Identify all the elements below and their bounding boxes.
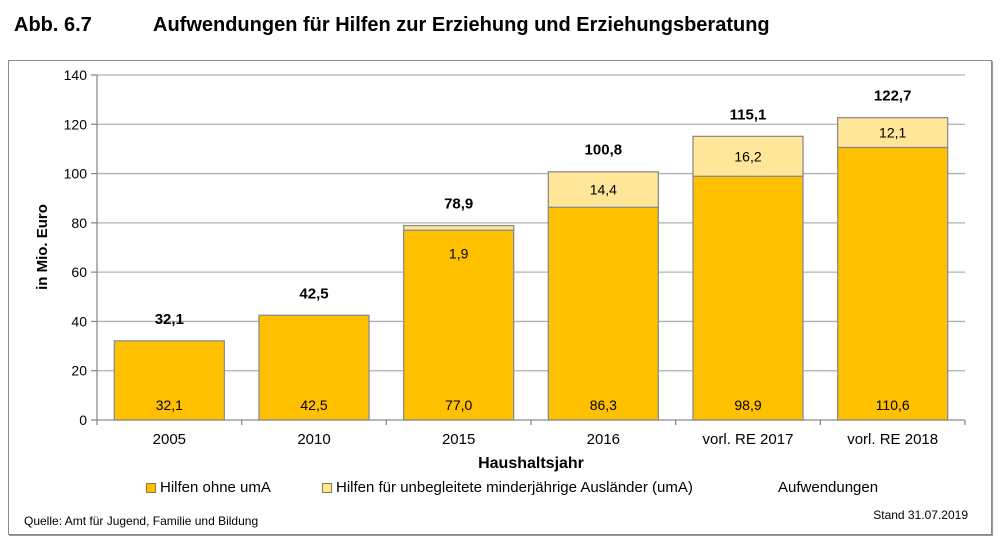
bar-segment-hilfen-ohne-uma — [837, 146, 949, 421]
bars: 32,1 32,1 42,5 42,5 77,0 1,9 78,9 86,3 14,4 100,8… — [113, 88, 949, 421]
y-tick-label: 100 — [64, 166, 88, 182]
y-tick-label: 20 — [71, 363, 87, 379]
figure-title: Aufwendungen für Hilfen zur Erziehung un… — [153, 14, 770, 36]
data-label-hilfen-ohne-uma: 32,1 — [156, 397, 183, 413]
data-label-hilfen-ohne-uma: 42,5 — [300, 397, 327, 413]
x-tick-label: vorl. RE 2018 — [847, 431, 938, 448]
bar-segment-hilfen-ohne-uma — [113, 340, 225, 421]
data-label-hilfen-ohne-uma: 77,0 — [445, 397, 472, 413]
data-label-total: 100,8 — [585, 142, 623, 159]
x-tick-label: vorl. RE 2017 — [703, 431, 794, 448]
date-note: Stand 31.07.2019 — [873, 508, 968, 522]
x-axis: 2005 2010 2015 2016 vorl. RE 2017 vorl. RE 20… — [96, 419, 966, 448]
data-label-hilfen-ohne-uma: 110,6 — [876, 397, 910, 413]
legend-label-main: Hilfen ohne umA — [160, 479, 271, 496]
data-label-hilfen-ohne-uma: 86,3 — [590, 397, 617, 413]
chart-frame — [8, 60, 992, 535]
y-tick-label: 140 — [64, 67, 88, 83]
data-label-total: 42,5 — [299, 285, 328, 302]
y-axis: 0 20 40 60 80 100 120 140 — [64, 67, 98, 428]
x-tick-label: 2015 — [442, 431, 475, 448]
data-label-total: 122,7 — [874, 88, 912, 105]
legend-label-uma: Hilfen für unbegleitete minderjährige Au… — [336, 479, 693, 496]
y-tick-label: 80 — [71, 215, 87, 231]
bar-segment-hilfen-ohne-uma — [547, 206, 659, 421]
figure-number: Abb. 6.7 — [14, 14, 92, 36]
legend-swatch-uma — [322, 482, 332, 493]
legend-label-total: Aufwendungen — [778, 479, 879, 496]
data-label-total: 78,9 — [444, 196, 473, 213]
gridlines — [97, 74, 965, 372]
data-label-uma: 16,2 — [734, 148, 761, 164]
y-tick-label: 40 — [71, 313, 87, 329]
bar-segment-uma — [547, 171, 659, 208]
bar-segment-uma — [403, 224, 515, 231]
bar-segment-uma — [692, 135, 804, 177]
data-label-uma: 14,4 — [590, 182, 617, 198]
y-tick-label: 60 — [71, 264, 87, 280]
y-axis-label: in Mio. Euro — [34, 204, 51, 290]
data-label-total: 32,1 — [155, 311, 184, 328]
x-tick-label: 2005 — [153, 431, 186, 448]
legend-item-total: Aufwendungen — [778, 479, 878, 496]
legend-item-uma: Hilfen für unbegleitete minderjährige Au… — [322, 479, 693, 496]
y-tick-label: 0 — [79, 412, 87, 428]
data-label-uma: 1,9 — [449, 245, 469, 261]
bar-segment-hilfen-ohne-uma — [692, 175, 804, 421]
data-label-hilfen-ohne-uma: 98,9 — [734, 397, 761, 413]
bar-segment-hilfen-ohne-uma — [258, 314, 370, 421]
x-axis-label: Haushaltsjahr — [478, 455, 584, 472]
x-tick-label: 2016 — [587, 431, 620, 448]
x-tick-label: 2010 — [297, 431, 330, 448]
data-label-total: 115,1 — [730, 106, 767, 123]
legend-swatch-main — [146, 482, 156, 493]
source-note: Quelle: Amt für Jugend, Familie und Bild… — [24, 514, 259, 528]
legend-item-main: Hilfen ohne umA — [146, 479, 271, 496]
data-label-uma: 12,1 — [879, 125, 906, 141]
y-tick-label: 120 — [64, 116, 88, 132]
bar-segment-hilfen-ohne-uma — [403, 229, 515, 421]
bar-segment-uma — [837, 116, 949, 149]
